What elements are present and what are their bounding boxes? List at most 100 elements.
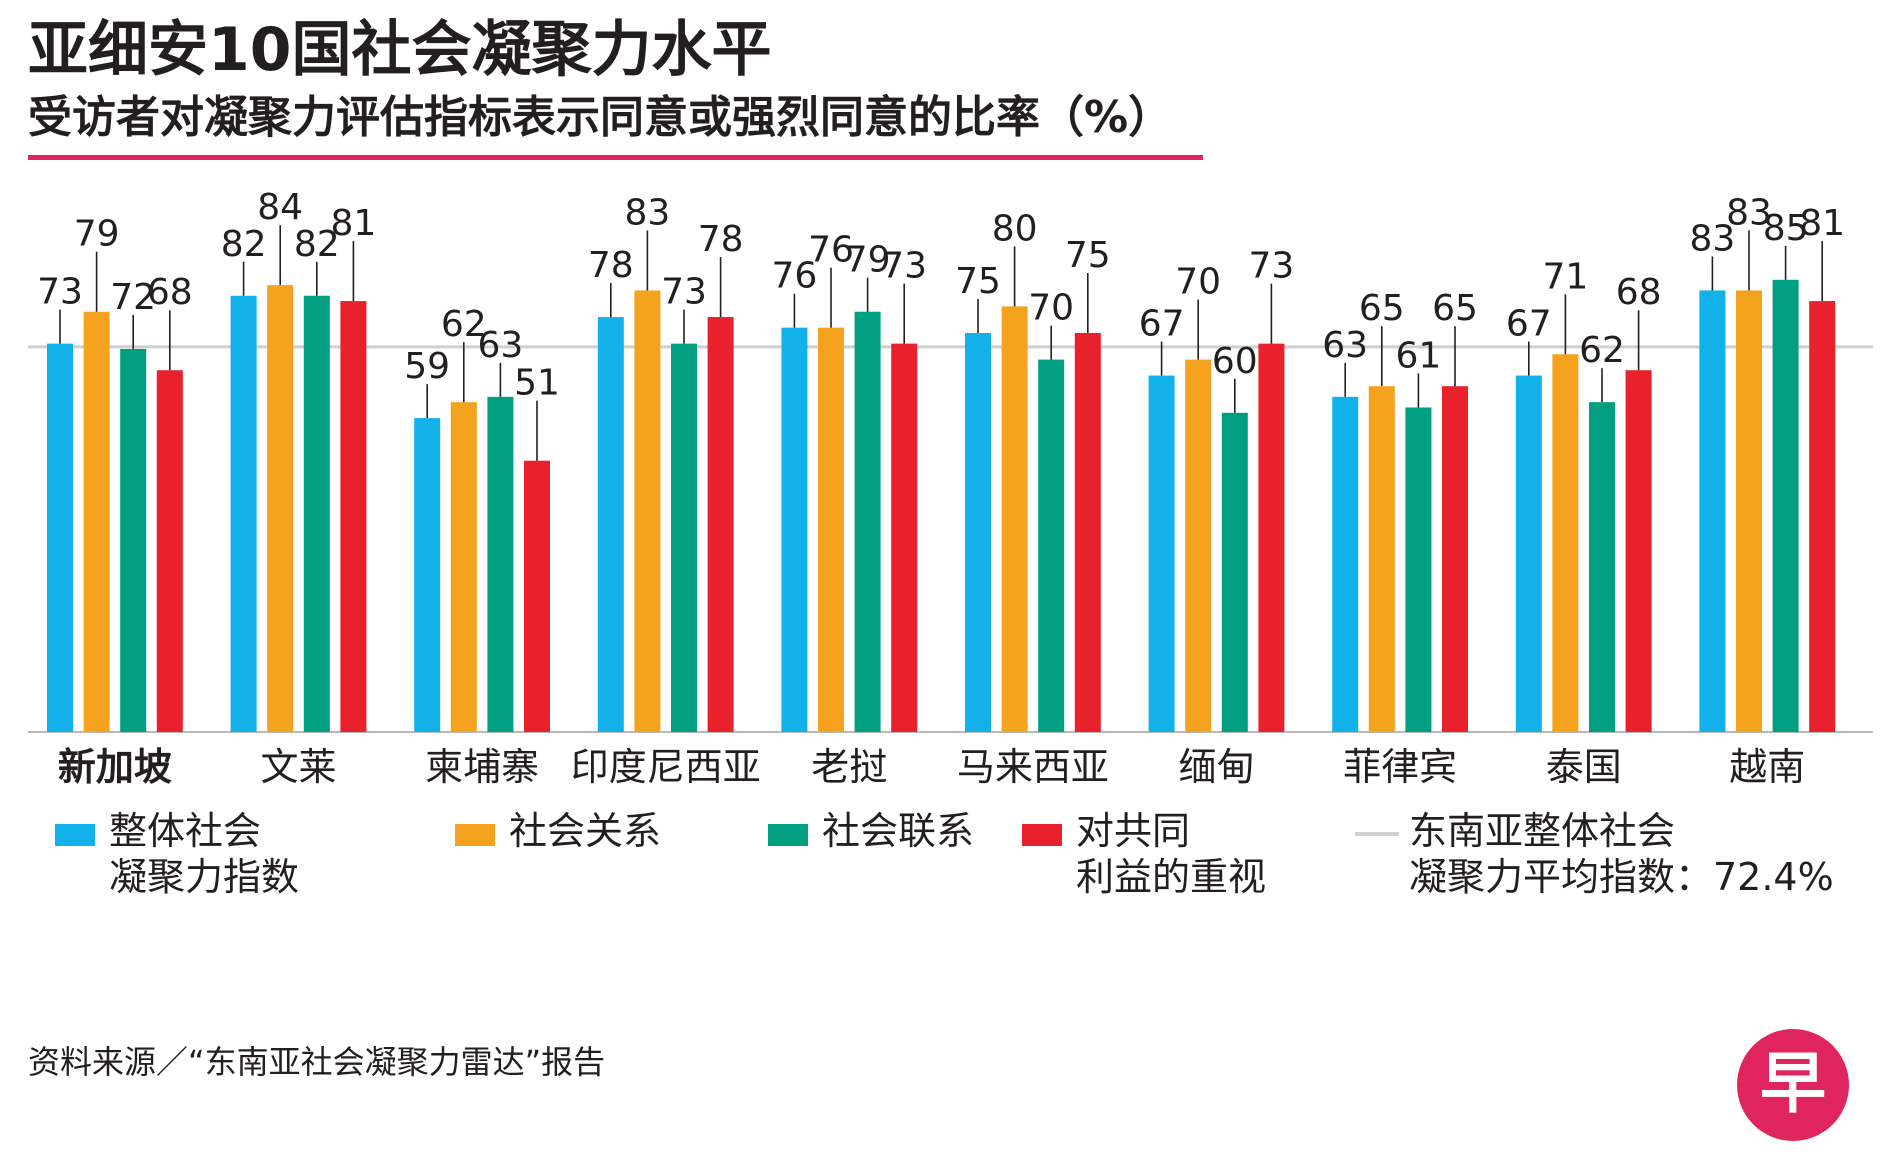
category-label: 文莱 (260, 745, 336, 789)
page-subtitle: 受访者对凝聚力评估指标表示同意或强烈同意的比率（%） (28, 92, 1173, 143)
data-label: 73 (661, 272, 707, 313)
publisher-logo: 早 (1737, 1029, 1849, 1141)
data-label: 75 (955, 261, 1001, 302)
bar-red (156, 370, 183, 732)
legend-label: 社会联系 (822, 809, 975, 853)
data-label: 82 (294, 224, 340, 265)
bar-green (120, 348, 147, 732)
data-label: 70 (1028, 288, 1074, 329)
bar-green (1221, 412, 1248, 732)
data-label: 84 (257, 187, 303, 228)
category-label: 新加坡 (58, 745, 172, 789)
bar-red (1809, 301, 1836, 732)
bar-green (854, 311, 881, 732)
data-label: 75 (1065, 235, 1111, 276)
source-note: 资料来源／“东南亚社会凝聚力雷达”报告 (28, 1043, 606, 1081)
bar-orange (1001, 306, 1028, 732)
legend-swatch-green (768, 824, 808, 846)
bar-red (1074, 333, 1101, 732)
bar-green (1405, 407, 1432, 732)
bar-blue (230, 295, 257, 732)
data-label: 76 (808, 230, 854, 271)
bar-red (1258, 343, 1285, 732)
bar-blue (1515, 375, 1542, 732)
bar-green (303, 295, 330, 732)
bar-blue (1332, 396, 1359, 732)
legend-label: 利益的重视 (1076, 855, 1267, 899)
bar-red (1625, 370, 1652, 732)
data-label: 71 (1542, 256, 1588, 297)
legend-label: 整体社会 (109, 809, 262, 853)
bar-orange (267, 285, 294, 732)
data-label: 83 (624, 192, 670, 233)
category-label: 泰国 (1546, 745, 1622, 789)
bar-green (487, 396, 514, 732)
bar-orange (1368, 386, 1395, 732)
bar-orange (1736, 290, 1762, 732)
bar-red (891, 343, 918, 732)
bar-blue (414, 418, 441, 732)
data-label: 73 (1248, 246, 1294, 287)
data-label: 59 (404, 346, 450, 387)
bar-green (1038, 359, 1065, 732)
logo-glyph: 早 (1760, 1045, 1826, 1122)
data-label: 80 (992, 208, 1038, 249)
category-label: 柬埔寨 (425, 745, 539, 789)
data-label: 85 (1763, 208, 1809, 249)
legend-label: 凝聚力指数 (109, 855, 300, 899)
data-label: 60 (1212, 341, 1258, 382)
bar-red (707, 317, 734, 732)
bar-blue (781, 327, 808, 732)
data-label: 83 (1689, 218, 1735, 259)
data-label: 62 (1579, 330, 1625, 371)
legend-label: 凝聚力平均指数：72.4% (1409, 855, 1834, 899)
data-label: 68 (1616, 272, 1662, 313)
data-label: 79 (74, 214, 120, 255)
bar-green (671, 343, 697, 732)
legend-swatch-blue (55, 824, 95, 846)
category-label: 菲律宾 (1343, 745, 1457, 789)
data-label: 81 (330, 203, 376, 244)
data-label: 73 (881, 246, 927, 287)
data-label: 63 (1322, 325, 1368, 366)
category-label: 印度尼西亚 (571, 745, 761, 789)
data-label: 83 (1726, 192, 1772, 233)
data-label: 70 (1175, 262, 1221, 303)
logo-circle (1737, 1029, 1849, 1141)
legend-label: 对共同 (1076, 809, 1191, 853)
bar-red (524, 460, 550, 732)
data-label: 65 (1359, 288, 1405, 329)
data-label: 78 (588, 245, 634, 286)
data-label: 81 (1799, 203, 1845, 244)
legend-swatch-orange (455, 824, 495, 846)
data-label: 62 (441, 304, 487, 345)
bar-orange (1552, 354, 1579, 732)
bar-green (1772, 279, 1799, 732)
bar-blue (965, 333, 991, 732)
data-label: 51 (514, 363, 560, 404)
category-label: 缅甸 (1178, 745, 1254, 789)
bar-blue (1148, 375, 1175, 732)
data-label: 82 (221, 224, 267, 265)
data-label: 78 (698, 219, 744, 260)
data-label: 67 (1139, 304, 1185, 345)
bar-green (1589, 402, 1615, 732)
legend-label: 社会关系 (509, 809, 662, 853)
bar-orange (1185, 359, 1212, 732)
data-label: 76 (771, 256, 817, 297)
category-label: 老挝 (811, 745, 887, 789)
bar-blue (1699, 290, 1726, 732)
bar-blue (597, 317, 624, 732)
legend-label: 东南亚整体社会 (1409, 809, 1676, 853)
bar-orange (450, 402, 477, 732)
bar-chart: 73797268新加坡82848281文莱59626351柬埔寨78837378… (28, 187, 1873, 789)
subtitle-rule (28, 155, 1203, 160)
data-label: 65 (1432, 288, 1478, 329)
category-label: 马来西亚 (957, 745, 1109, 789)
bar-orange (83, 311, 110, 732)
bar-orange (818, 327, 844, 732)
data-label: 61 (1395, 335, 1441, 376)
data-label: 67 (1506, 304, 1552, 345)
data-label: 63 (477, 325, 523, 366)
data-label: 68 (147, 272, 193, 313)
